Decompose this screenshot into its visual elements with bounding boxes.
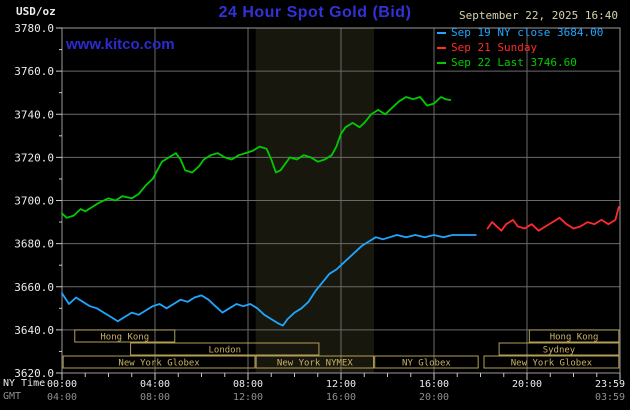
x-axis-label-nytime: 16:00 bbox=[419, 379, 449, 390]
market-session-box bbox=[528, 329, 620, 343]
x-axis-label-nytime: 04:00 bbox=[140, 379, 170, 390]
price-line-sep22 bbox=[61, 96, 452, 219]
x-axis-label-gmt: 20:00 bbox=[419, 392, 449, 403]
chart-title: 24 Hour Spot Gold (Bid) bbox=[218, 4, 412, 21]
x-axis-label-gmt: 12:00 bbox=[233, 392, 263, 403]
market-session-label: NY Globex bbox=[402, 359, 451, 369]
y-axis-label: 3620.0 bbox=[14, 367, 54, 380]
y-axis-label: 3680.0 bbox=[14, 238, 54, 251]
x-axis-label-nytime: 12:00 bbox=[326, 379, 356, 390]
price-line-sep19 bbox=[61, 234, 477, 327]
market-session-box bbox=[498, 342, 620, 356]
legend-line-swatch bbox=[437, 31, 446, 34]
market-session-box bbox=[130, 342, 320, 356]
legend-label: Sep 22 Last 3746.60 bbox=[451, 56, 577, 69]
market-session-box bbox=[62, 355, 256, 369]
x-axis-row-label-gmt: GMT bbox=[3, 391, 22, 402]
market-session-label: New York Globex bbox=[511, 359, 593, 369]
y-axis-label: 3780.0 bbox=[14, 22, 54, 35]
market-session-label: Hong Kong bbox=[550, 333, 599, 343]
legend-item-sep21: Sep 21 Sunday bbox=[437, 40, 603, 55]
market-session-label: London bbox=[208, 346, 241, 356]
y-axis-label: 3720.0 bbox=[14, 151, 54, 164]
y-axis-unit-label: USD/oz bbox=[16, 5, 56, 18]
market-session-box bbox=[255, 355, 375, 369]
x-axis-label-nytime: 08:00 bbox=[233, 379, 263, 390]
y-axis-label: 3660.0 bbox=[14, 281, 54, 294]
x-axis-label-gmt: 08:00 bbox=[140, 392, 170, 403]
market-session-box bbox=[74, 329, 176, 343]
y-axis-label: 3640.0 bbox=[14, 324, 54, 337]
market-session-label: New York NYMEX bbox=[277, 359, 353, 369]
market-session-label: Hong Kong bbox=[100, 333, 149, 343]
x-axis-label-gmt: 03:59 bbox=[595, 392, 625, 403]
x-axis-label-nytime: 23:59 bbox=[595, 379, 625, 390]
legend: Sep 19 NY close 3684.00 Sep 21 Sunday Se… bbox=[437, 25, 603, 70]
x-axis-label-gmt: 04:00 bbox=[47, 392, 77, 403]
y-axis-label: 3700.0 bbox=[14, 195, 54, 208]
legend-item-sep19: Sep 19 NY close 3684.00 bbox=[437, 25, 603, 40]
x-axis-row-label-nytime: NY Time bbox=[3, 378, 46, 389]
y-axis-label: 3740.0 bbox=[14, 108, 54, 121]
legend-item-sep22: Sep 22 Last 3746.60 bbox=[437, 55, 603, 70]
legend-label: Sep 21 Sunday bbox=[451, 41, 538, 54]
market-session-box bbox=[374, 355, 479, 369]
chart-datetime: September 22, 2025 16:40 bbox=[459, 9, 618, 22]
x-axis-label-gmt: 16:00 bbox=[326, 392, 356, 403]
x-axis-label-nytime: 00:00 bbox=[47, 379, 77, 390]
legend-label: Sep 19 NY close 3684.00 bbox=[451, 26, 604, 39]
y-axis-label: 3760.0 bbox=[14, 65, 54, 78]
market-session-label: New York Globex bbox=[118, 359, 200, 369]
kitco-watermark: www.kitco.com bbox=[66, 36, 175, 53]
price-line-sep21 bbox=[486, 206, 620, 232]
x-axis-label-nytime: 20:00 bbox=[512, 379, 542, 390]
market-session-label: Sydney bbox=[543, 346, 576, 356]
legend-line-swatch bbox=[437, 46, 446, 49]
market-session-box bbox=[483, 355, 620, 369]
legend-line-swatch bbox=[437, 61, 446, 64]
